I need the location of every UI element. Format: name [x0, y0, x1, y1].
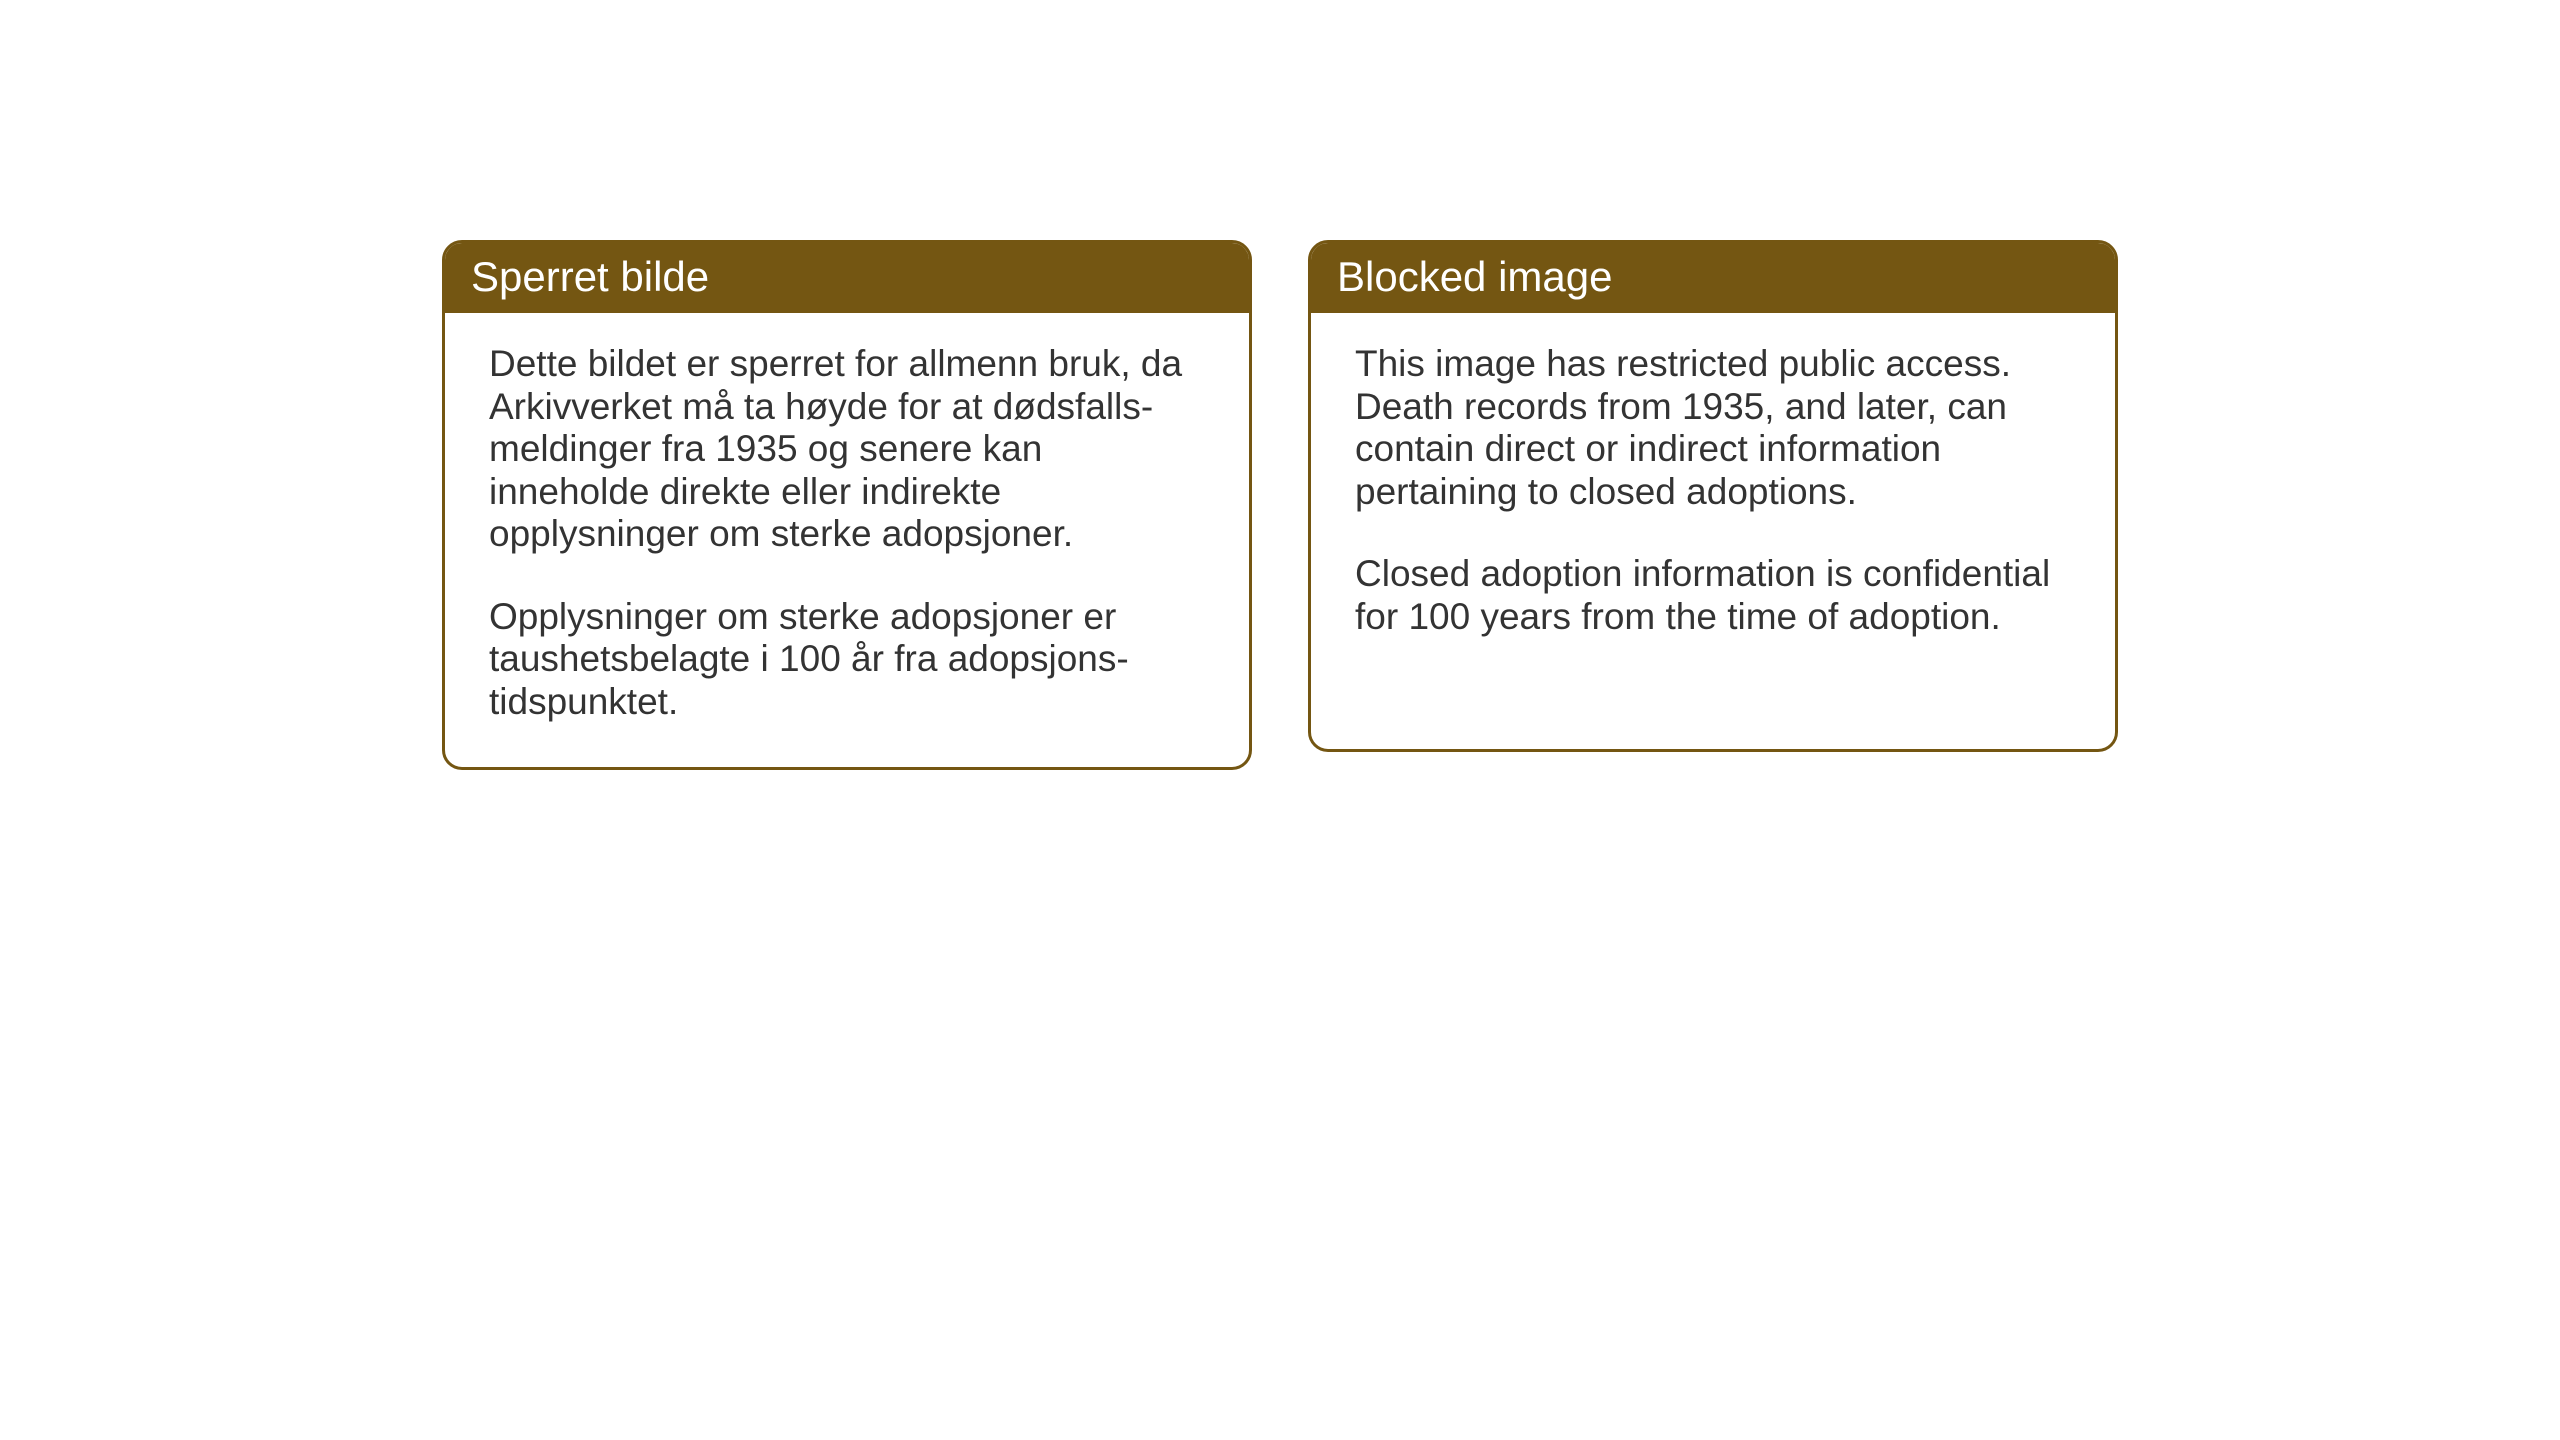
- info-card-english: Blocked image This image has restricted …: [1308, 240, 2118, 752]
- card-title-english: Blocked image: [1337, 253, 1612, 300]
- card-paragraph-english-1: This image has restricted public access.…: [1355, 343, 2071, 513]
- card-title-norwegian: Sperret bilde: [471, 253, 709, 300]
- card-paragraph-norwegian-1: Dette bildet er sperret for allmenn bruk…: [489, 343, 1205, 556]
- card-header-norwegian: Sperret bilde: [445, 243, 1249, 313]
- cards-container: Sperret bilde Dette bildet er sperret fo…: [0, 0, 2560, 770]
- card-paragraph-norwegian-2: Opplysninger om sterke adopsjoner er tau…: [489, 596, 1205, 724]
- card-paragraph-english-2: Closed adoption information is confident…: [1355, 553, 2071, 638]
- card-body-english: This image has restricted public access.…: [1311, 313, 2115, 682]
- card-body-norwegian: Dette bildet er sperret for allmenn bruk…: [445, 313, 1249, 767]
- info-card-norwegian: Sperret bilde Dette bildet er sperret fo…: [442, 240, 1252, 770]
- card-header-english: Blocked image: [1311, 243, 2115, 313]
